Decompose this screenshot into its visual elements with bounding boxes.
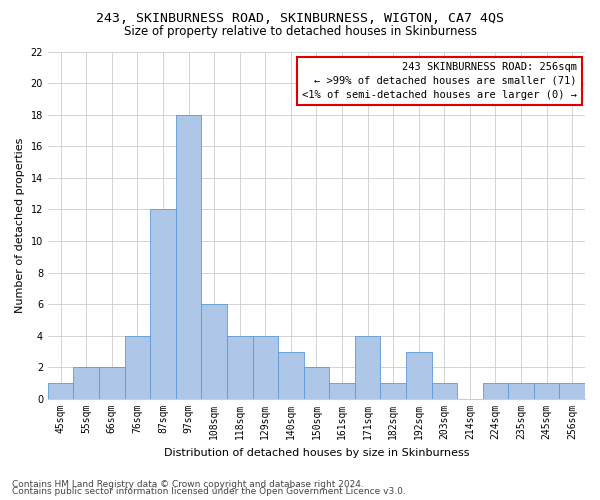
Bar [559, 384, 585, 399]
Bar [304, 368, 329, 399]
Text: Contains public sector information licensed under the Open Government Licence v3: Contains public sector information licen… [12, 487, 406, 496]
Bar [176, 114, 202, 399]
Bar [253, 336, 278, 399]
Bar [482, 384, 508, 399]
Bar [380, 384, 406, 399]
Bar [508, 384, 534, 399]
Bar [227, 336, 253, 399]
Bar [431, 384, 457, 399]
Bar [150, 210, 176, 399]
Text: 243 SKINBURNESS ROAD: 256sqm
← >99% of detached houses are smaller (71)
<1% of s: 243 SKINBURNESS ROAD: 256sqm ← >99% of d… [302, 62, 577, 100]
Text: Size of property relative to detached houses in Skinburness: Size of property relative to detached ho… [124, 25, 476, 38]
Bar [202, 304, 227, 399]
Bar [278, 352, 304, 399]
Bar [329, 384, 355, 399]
Bar [534, 384, 559, 399]
Bar [355, 336, 380, 399]
X-axis label: Distribution of detached houses by size in Skinburness: Distribution of detached houses by size … [164, 448, 469, 458]
Text: Contains HM Land Registry data © Crown copyright and database right 2024.: Contains HM Land Registry data © Crown c… [12, 480, 364, 489]
Bar [406, 352, 431, 399]
Bar [99, 368, 125, 399]
Text: 243, SKINBURNESS ROAD, SKINBURNESS, WIGTON, CA7 4QS: 243, SKINBURNESS ROAD, SKINBURNESS, WIGT… [96, 12, 504, 26]
Bar [73, 368, 99, 399]
Bar [48, 384, 73, 399]
Y-axis label: Number of detached properties: Number of detached properties [15, 138, 25, 313]
Bar [125, 336, 150, 399]
